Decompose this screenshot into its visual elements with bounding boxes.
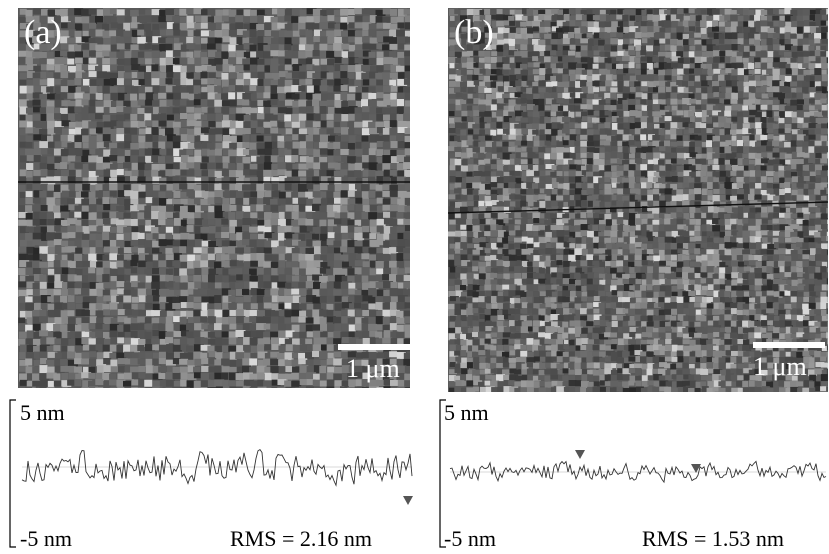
height-trace bbox=[449, 460, 827, 484]
afm-image-b: (b) 1 μm bbox=[448, 8, 828, 392]
panel-label-b: (b) bbox=[454, 14, 494, 51]
profile-bottom-label-a: -5 nm bbox=[20, 526, 72, 551]
grain-texture bbox=[448, 8, 828, 392]
marker-arrow bbox=[575, 450, 585, 459]
grain-texture bbox=[18, 8, 410, 388]
profile-top-label-a: 5 nm bbox=[20, 400, 65, 425]
height-trace bbox=[21, 448, 413, 487]
marker-arrow bbox=[691, 464, 701, 473]
scale-bracket bbox=[9, 399, 16, 548]
scale-bracket bbox=[439, 399, 446, 548]
afm-texture-a bbox=[18, 8, 410, 388]
profile-bottom-label-b: -5 nm bbox=[444, 526, 496, 551]
scale-label-a: 1 μm bbox=[346, 354, 400, 383]
scale-bar-b bbox=[753, 342, 825, 348]
profile-top-label-b: 5 nm bbox=[444, 400, 489, 425]
scale-bar-a bbox=[338, 344, 410, 350]
rms-label-b: RMS = 1.53 nm bbox=[642, 526, 784, 551]
height-profile-a: 5 nm -5 nm RMS = 2.16 nm bbox=[0, 392, 420, 554]
scale-label-b: 1 μm bbox=[753, 352, 807, 381]
profile-trace-a bbox=[9, 399, 413, 548]
afm-image-a: (a) 1 μm bbox=[18, 8, 410, 388]
height-profile-b: 5 nm -5 nm RMS = 1.53 nm bbox=[430, 392, 829, 554]
marker-arrow bbox=[403, 496, 413, 505]
afm-texture-b bbox=[448, 8, 828, 392]
profile-line bbox=[448, 201, 828, 214]
profile-trace-b bbox=[439, 399, 827, 548]
panel-label-a: (a) bbox=[24, 14, 62, 51]
rms-label-a: RMS = 2.16 nm bbox=[230, 526, 372, 551]
